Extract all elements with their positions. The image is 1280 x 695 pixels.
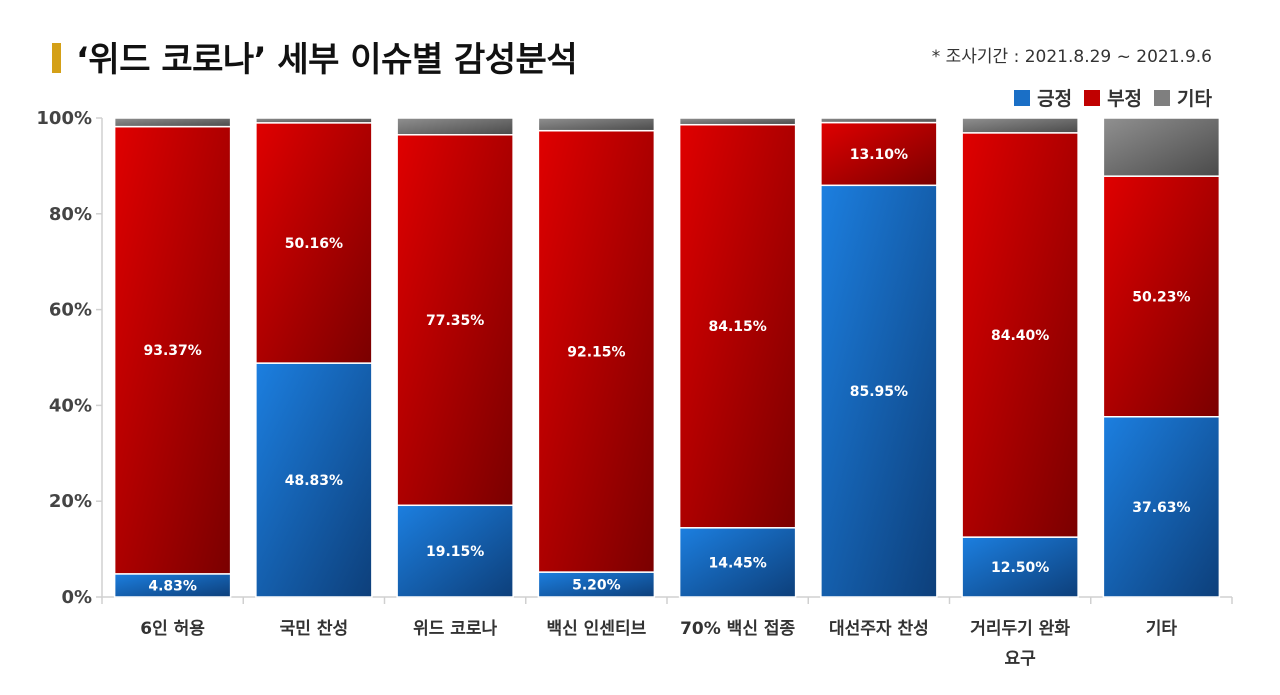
bars-group	[113, 117, 1221, 598]
legend-item-positive: 긍정	[1014, 84, 1072, 111]
data-label: 13.10%	[850, 147, 908, 163]
survey-period-note: * 조사기간 : 2021.8.29 ~ 2021.9.6	[931, 47, 1212, 67]
legend-swatch-negative	[1084, 89, 1101, 106]
data-label: 4.83%	[148, 578, 197, 594]
y-tick-label: 0%	[61, 587, 92, 608]
y-tick-label: 20%	[49, 491, 92, 512]
x-category-label: 70% 백신 접종	[680, 619, 795, 639]
x-category-label: 백신 인센티브	[546, 619, 646, 639]
data-label: 50.16%	[285, 236, 343, 252]
y-tick-label: 100%	[36, 108, 92, 129]
bar-segment-other	[396, 117, 514, 136]
x-category-label: 거리두기 완화	[970, 619, 1070, 639]
bar-segment-positive	[1102, 416, 1221, 598]
y-tick-label: 60%	[49, 300, 92, 321]
data-label: 85.95%	[850, 384, 908, 400]
bar-segment-negative	[255, 122, 373, 364]
data-label: 12.50%	[991, 560, 1049, 576]
data-label: 84.40%	[991, 328, 1049, 344]
bar-segment-negative	[113, 125, 232, 575]
data-label: 92.15%	[567, 344, 625, 360]
bar-segment-negative	[961, 132, 1079, 538]
legend-swatch-positive	[1014, 89, 1031, 106]
bar-segment-positive	[678, 527, 797, 598]
bar-segment-other	[961, 117, 1079, 134]
chart-title: ‘위드 코로나’ 세부 이슈별 감성분석	[76, 40, 578, 80]
legend-swatch-other	[1154, 89, 1171, 106]
data-label: 77.35%	[426, 313, 484, 329]
x-category-label: 기타	[1146, 619, 1178, 639]
data-label: 5.20%	[572, 578, 621, 594]
data-label: 37.63%	[1132, 500, 1190, 516]
y-tick-label: 80%	[49, 204, 92, 225]
bar-segment-other	[1102, 117, 1221, 177]
bar-segment-other	[113, 117, 232, 128]
x-category-label: 국민 찬성	[280, 619, 348, 639]
data-label: 48.83%	[285, 473, 343, 489]
bar-segment-other	[820, 117, 938, 124]
bar-segment-negative	[537, 129, 656, 573]
legend-label-other: 기타	[1177, 88, 1212, 110]
data-label: 84.15%	[708, 319, 766, 335]
labels-group: 4.83% 93.37% 6인 허용 48.83% 50.16% 국민 찬성 19.15% 7…	[140, 147, 1190, 669]
x-category-label: 6인 허용	[140, 619, 205, 639]
bar-segment-positive	[961, 536, 1079, 598]
data-label: 50.23%	[1132, 289, 1190, 305]
legend-item-negative: 부정	[1084, 84, 1142, 111]
x-category-label: 요구	[1004, 649, 1036, 669]
data-label: 14.45%	[708, 555, 766, 571]
bar-segment-negative	[820, 121, 938, 187]
bar-segment-negative	[396, 134, 514, 507]
bar-segment-positive	[396, 504, 514, 598]
y-tick-label: 40%	[49, 395, 92, 416]
bar-segment-positive	[820, 184, 938, 598]
chart-legend: 긍정 부정 기타	[1002, 84, 1212, 111]
bar-segment-other	[255, 117, 373, 124]
bar-segment-positive	[537, 571, 656, 598]
legend-label-positive: 긍정	[1037, 88, 1073, 110]
bar-segment-positive	[255, 362, 373, 598]
legend-label-negative: 부정	[1107, 88, 1143, 110]
x-category-label: 위드 코로나	[413, 619, 497, 639]
legend-item-other: 기타	[1154, 84, 1212, 111]
x-category-label: 대선주자 찬성	[829, 619, 929, 639]
bar-segment-other	[537, 117, 656, 132]
data-label: 19.15%	[426, 544, 484, 560]
title-accent-bar	[52, 43, 61, 73]
bar-segment-other	[678, 117, 797, 126]
data-label: 93.37%	[143, 343, 201, 359]
